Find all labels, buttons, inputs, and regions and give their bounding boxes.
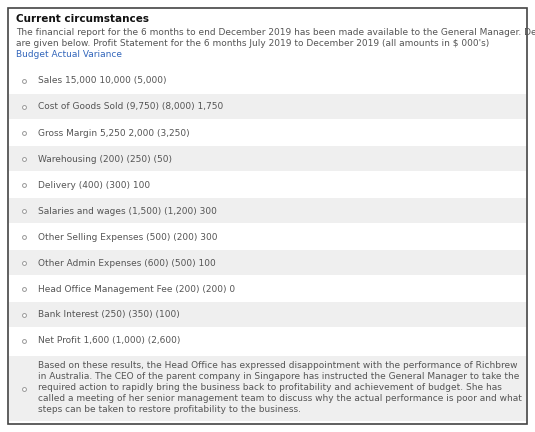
Text: The financial report for the 6 months to end December 2019 has been made availab: The financial report for the 6 months to… xyxy=(16,28,535,37)
Text: Salaries and wages (1,500) (1,200) 300: Salaries and wages (1,500) (1,200) 300 xyxy=(38,206,217,216)
Text: Head Office Management Fee (200) (200) 0: Head Office Management Fee (200) (200) 0 xyxy=(38,285,235,293)
Text: required action to rapidly bring the business back to profitability and achievem: required action to rapidly bring the bus… xyxy=(38,383,502,392)
Text: Cost of Goods Sold (9,750) (8,000) 1,750: Cost of Goods Sold (9,750) (8,000) 1,750 xyxy=(38,102,223,111)
Text: Based on these results, the Head Office has expressed disappointment with the pe: Based on these results, the Head Office … xyxy=(38,361,517,370)
Text: Other Admin Expenses (600) (500) 100: Other Admin Expenses (600) (500) 100 xyxy=(38,258,216,267)
Text: Budget Actual Variance: Budget Actual Variance xyxy=(16,50,122,59)
Text: Current circumstances: Current circumstances xyxy=(16,14,149,24)
Text: Other Selling Expenses (500) (200) 300: Other Selling Expenses (500) (200) 300 xyxy=(38,232,218,241)
Text: Net Profit 1,600 (1,000) (2,600): Net Profit 1,600 (1,000) (2,600) xyxy=(38,337,180,346)
FancyBboxPatch shape xyxy=(9,94,526,119)
FancyBboxPatch shape xyxy=(9,146,526,171)
Text: Gross Margin 5,250 2,000 (3,250): Gross Margin 5,250 2,000 (3,250) xyxy=(38,128,189,137)
FancyBboxPatch shape xyxy=(9,302,526,327)
FancyBboxPatch shape xyxy=(8,8,527,424)
FancyBboxPatch shape xyxy=(9,250,526,275)
Text: Sales 15,000 10,000 (5,000): Sales 15,000 10,000 (5,000) xyxy=(38,76,166,86)
FancyBboxPatch shape xyxy=(9,198,526,223)
Text: steps can be taken to restore profitability to the business.: steps can be taken to restore profitabil… xyxy=(38,405,301,414)
Text: called a meeting of her senior management team to discuss why the actual perform: called a meeting of her senior managemen… xyxy=(38,394,522,403)
Text: Delivery (400) (300) 100: Delivery (400) (300) 100 xyxy=(38,181,150,190)
Text: are given below. Profit Statement for the 6 months July 2019 to December 2019 (a: are given below. Profit Statement for th… xyxy=(16,39,489,48)
Text: in Australia. The CEO of the parent company in Singapore has instructed the Gene: in Australia. The CEO of the parent comp… xyxy=(38,372,519,381)
FancyBboxPatch shape xyxy=(9,356,526,421)
Text: Bank Interest (250) (350) (100): Bank Interest (250) (350) (100) xyxy=(38,311,180,320)
Text: Warehousing (200) (250) (50): Warehousing (200) (250) (50) xyxy=(38,155,172,163)
